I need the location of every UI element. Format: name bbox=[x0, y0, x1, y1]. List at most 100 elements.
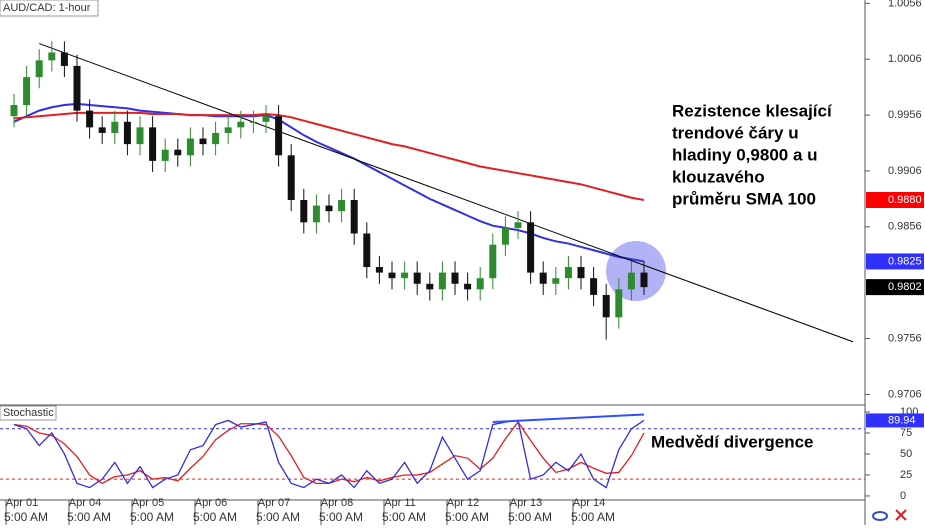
candle-body bbox=[73, 65, 81, 111]
candle-body bbox=[23, 77, 31, 106]
y-tick-label: 1.0056 bbox=[888, 0, 922, 9]
x-tick-label: Apr 01 bbox=[6, 497, 38, 509]
stoch-tag-bg bbox=[866, 413, 924, 428]
trendline bbox=[39, 43, 854, 343]
y-tick-label: 0.9856 bbox=[888, 221, 922, 233]
x-tick-label: Apr 07 bbox=[258, 497, 290, 509]
candle-body bbox=[640, 272, 648, 288]
y-tick-label: 1.0006 bbox=[888, 53, 922, 65]
y-tick-label: 0.9906 bbox=[888, 165, 922, 177]
candle-body bbox=[275, 116, 283, 156]
candle-body bbox=[564, 267, 572, 279]
x-tick-label: Apr 08 bbox=[321, 497, 353, 509]
annotation: klouzavého bbox=[672, 167, 765, 186]
candle-body bbox=[363, 233, 371, 268]
toolbar-icons[interactable] bbox=[872, 509, 907, 521]
candle-body bbox=[312, 205, 320, 223]
annotation: průměru SMA 100 bbox=[672, 189, 816, 208]
candle-body bbox=[111, 121, 119, 133]
candle-body bbox=[350, 199, 358, 234]
candle-body bbox=[602, 294, 610, 318]
x-time-label: 5:00 AM bbox=[130, 510, 174, 524]
stoch-line bbox=[13, 419, 645, 489]
x-time-label: 5:00 AM bbox=[256, 510, 300, 524]
candle-body bbox=[514, 222, 522, 228]
x-time-label: 5:00 AM bbox=[508, 510, 552, 524]
x-time-label: 5:00 AM bbox=[319, 510, 363, 524]
stoch-title: Stochastic bbox=[3, 407, 54, 419]
candle-body bbox=[149, 127, 157, 161]
candle-body bbox=[438, 272, 446, 290]
sma-tag: 0.9880 bbox=[888, 194, 922, 206]
candle-body bbox=[426, 283, 434, 290]
candle-body bbox=[615, 289, 623, 318]
link-icon[interactable] bbox=[872, 511, 888, 521]
candle-body bbox=[451, 272, 459, 284]
x-time-label: 5:00 AM bbox=[382, 510, 426, 524]
divergence-line bbox=[492, 413, 645, 424]
candle-body bbox=[161, 149, 169, 161]
sma-tag-bg bbox=[866, 253, 924, 270]
x-tick-label: Apr 06 bbox=[195, 497, 227, 509]
candle-body bbox=[186, 138, 194, 156]
price-tag-bg bbox=[866, 279, 924, 296]
candle-body bbox=[590, 278, 598, 295]
candle-body bbox=[489, 244, 497, 279]
candle-body bbox=[35, 60, 43, 78]
x-time-label: 5:00 AM bbox=[571, 510, 615, 524]
candle-body bbox=[501, 227, 509, 245]
candle-body bbox=[199, 138, 207, 145]
candle-body bbox=[123, 121, 131, 145]
candle-body bbox=[136, 127, 144, 145]
candle-body bbox=[476, 278, 484, 290]
candle-body bbox=[249, 121, 257, 123]
candle-body bbox=[527, 222, 535, 273]
x-time-label: 5:00 AM bbox=[67, 510, 111, 524]
sma-line bbox=[13, 111, 645, 201]
candle-body bbox=[552, 278, 560, 284]
title-bg bbox=[0, 0, 99, 17]
y-tick-label: 0.9756 bbox=[888, 332, 922, 344]
sma-tag: 0.9825 bbox=[888, 255, 922, 267]
candle-body bbox=[86, 110, 94, 128]
candle-body bbox=[577, 267, 585, 279]
y-tick-label: 75 bbox=[900, 427, 912, 439]
candle-body bbox=[262, 116, 270, 122]
annotation: Rezistence klesající bbox=[672, 101, 833, 120]
x-tick-label: Apr 13 bbox=[510, 497, 542, 509]
stoch-title-bg bbox=[0, 405, 57, 421]
candle-body bbox=[48, 52, 56, 61]
candle-body bbox=[98, 127, 106, 133]
candle-body bbox=[539, 272, 547, 284]
candle-body bbox=[464, 283, 472, 290]
x-tick-label: Apr 14 bbox=[573, 497, 605, 509]
x-tick-label: Apr 05 bbox=[132, 497, 164, 509]
candle-body bbox=[224, 127, 232, 133]
close-icon[interactable] bbox=[895, 509, 907, 521]
candle-body bbox=[413, 272, 421, 284]
x-time-label: 5:00 AM bbox=[445, 510, 489, 524]
candle-body bbox=[237, 121, 245, 128]
y-tick-label: 0.9956 bbox=[888, 109, 922, 121]
annotation: trendové čáry u bbox=[672, 123, 799, 142]
candle-body bbox=[627, 272, 635, 290]
candle-body bbox=[325, 205, 333, 212]
candle-body bbox=[174, 149, 182, 156]
candle-body bbox=[388, 272, 396, 279]
stoch-annotation: Medvědí divergence bbox=[651, 432, 814, 451]
x-time-label: 5:00 AM bbox=[193, 510, 237, 524]
stoch-tag: 89.94 bbox=[888, 414, 916, 426]
x-tick-label: Apr 11 bbox=[384, 497, 416, 509]
chart-title: AUD/CAD: 1-hour bbox=[3, 2, 91, 14]
x-tick-label: Apr 04 bbox=[69, 497, 101, 509]
sma-line bbox=[13, 102, 645, 263]
candle-body bbox=[401, 272, 409, 279]
candle-body bbox=[212, 132, 220, 145]
sma-tag-bg bbox=[866, 191, 924, 208]
candle-body bbox=[300, 199, 308, 223]
y-tick-label: 50 bbox=[900, 448, 912, 460]
y-tick-label: 0 bbox=[900, 490, 906, 502]
